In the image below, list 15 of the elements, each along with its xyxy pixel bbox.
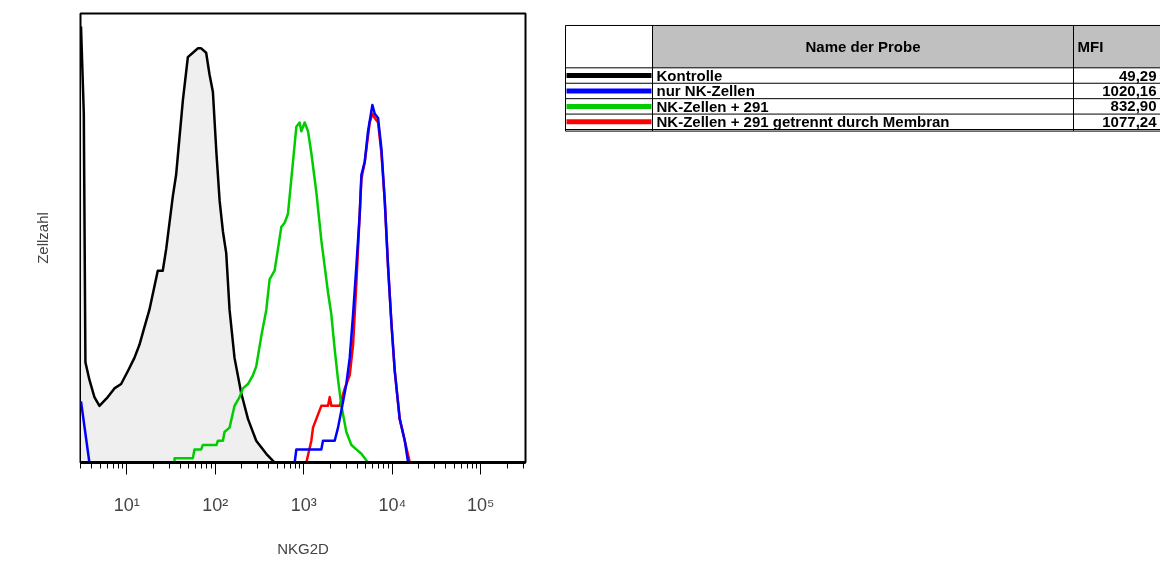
x-tick-label: 10³ xyxy=(290,494,317,515)
text: NK-Zellen + 291 getrennt durch Membran xyxy=(656,113,950,131)
x-tick-label: 10¹ xyxy=(113,494,140,515)
text: NK-Zellen + 291 xyxy=(656,97,769,115)
y-axis-title: Zellzahl xyxy=(33,212,51,264)
text: nur NK-Zellen xyxy=(656,82,755,100)
text: 832,90 xyxy=(1110,97,1157,115)
text: 49,29 xyxy=(1118,66,1157,84)
x-axis-title: NKG2D xyxy=(277,539,330,557)
legend-title: Name der Probe xyxy=(805,38,921,56)
x-tick-label: 10² xyxy=(202,494,229,515)
x-tick-label: 10⁴ xyxy=(378,494,407,515)
text: Kontrolle xyxy=(656,67,723,85)
x-tick-label: 10⁵ xyxy=(467,494,495,515)
text: MFI xyxy=(1077,38,1104,56)
